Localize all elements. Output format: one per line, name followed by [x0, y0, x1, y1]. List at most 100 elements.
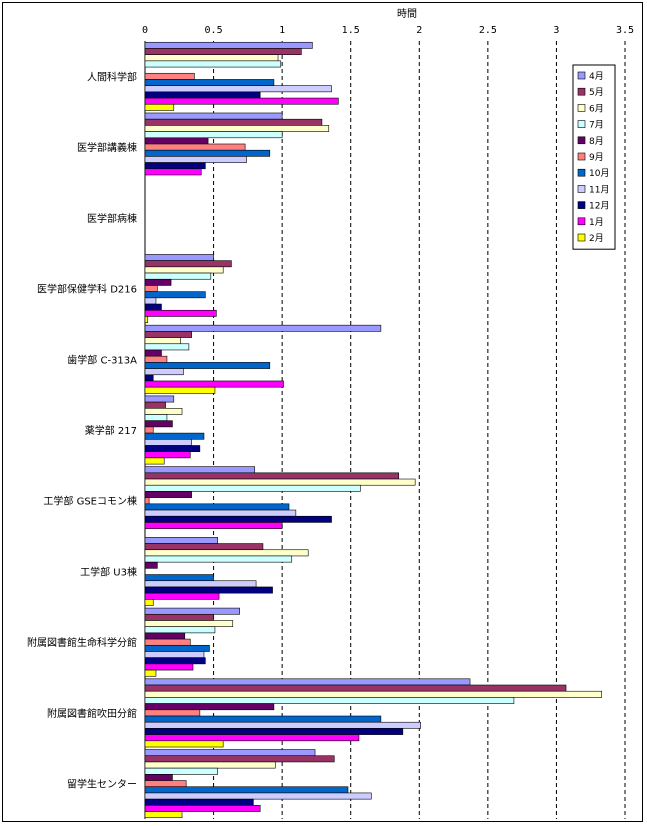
bar-2月 [144, 316, 149, 323]
bar-10月 [144, 786, 349, 794]
bar-2月 [144, 740, 224, 748]
bar-11月 [144, 368, 184, 376]
bar-4月 [144, 395, 175, 403]
legend-label: 9月 [589, 152, 604, 163]
bar-10月 [144, 79, 275, 86]
bar-7月 [144, 272, 212, 280]
category-label: 人間科学部 [87, 70, 137, 83]
bar-11月 [144, 85, 332, 93]
bar-1月 [144, 734, 360, 742]
legend: 4月 5月 6月 7月 8月 9月 10月 11月 12月 1月 2月 [572, 64, 616, 250]
legend-label: 1月 [589, 217, 604, 228]
bar-7月 [144, 60, 282, 68]
x-tick-label: 2 [416, 25, 422, 36]
bar-5月 [144, 48, 302, 55]
bar-8月 [144, 632, 186, 640]
category-label: 工学部 U3棟 [80, 565, 137, 578]
bar-8月 [144, 278, 172, 286]
bar-8月 [144, 561, 158, 569]
bar-10月 [144, 574, 214, 582]
bar-8月 [144, 774, 173, 781]
bar-11月 [144, 438, 192, 446]
bar-11月 [144, 792, 372, 800]
bar-12月 [144, 303, 162, 311]
bar-1月 [144, 805, 261, 812]
bar-11月 [144, 297, 157, 305]
x-tick-label: 1.5 [342, 25, 360, 36]
x-axis-title: 時間 [397, 8, 417, 20]
x-tick-label: 3.5 [616, 25, 634, 36]
bar-12月 [144, 91, 261, 99]
bar-9月 [144, 355, 168, 363]
legend-swatch [577, 233, 586, 242]
plot-area [144, 41, 626, 819]
category-label: 医学部保健学科 D216 [37, 283, 137, 296]
bar-9月 [144, 709, 201, 717]
bar-4月 [144, 41, 313, 49]
bar-4月 [144, 466, 256, 474]
bar-chart: 時間 0 0.5 1 1.5 2 2.5 3 3.5 人間科学部医学部講義棟医学部病棟医学部保… [27, 8, 634, 819]
bar-5月 [144, 260, 232, 268]
bar-7月 [144, 484, 361, 492]
bar-11月 [144, 651, 205, 658]
bar-1月 [144, 168, 202, 176]
legend-swatch [577, 217, 586, 226]
bar-6月 [144, 620, 234, 627]
x-axis-ticks: 0 0.5 1 1.5 2 2.5 3 3.5 [142, 25, 634, 36]
legend-label: 2月 [589, 233, 604, 244]
legend-swatch [577, 120, 586, 128]
bar-2月 [144, 811, 183, 819]
bar-1月 [144, 592, 220, 600]
x-tick-label: 0.5 [205, 25, 223, 36]
bar-12月 [144, 798, 254, 806]
bar-10月 [144, 432, 205, 440]
bar-11月 [144, 580, 257, 588]
category-label: 薬学部 217 [85, 424, 137, 437]
legend-label: 4月 [589, 71, 604, 82]
legend-swatch [577, 87, 586, 96]
bar-9月 [144, 426, 154, 434]
legend-swatch [577, 201, 586, 209]
bar-12月 [144, 586, 273, 594]
bar-8月 [144, 491, 192, 498]
bar-5月 [144, 755, 335, 763]
bar-10月 [144, 503, 290, 511]
bar-1月 [144, 380, 284, 388]
bar-9月 [144, 780, 187, 788]
bar-5月 [144, 118, 323, 126]
bar-11月 [144, 509, 297, 517]
bar-10月 [144, 362, 271, 369]
bar-2月 [144, 457, 165, 465]
bar-10月 [144, 644, 210, 652]
bar-8月 [144, 349, 162, 357]
bar-5月 [144, 331, 192, 338]
bar-6月 [144, 761, 276, 769]
bar-12月 [144, 445, 201, 452]
bar-7月 [144, 414, 168, 421]
bar-4月 [144, 254, 214, 261]
category-label: 歯学部 C-313A [67, 353, 137, 366]
bar-4月 [144, 537, 218, 544]
legend-label: 6月 [589, 103, 604, 114]
bar-2月 [144, 386, 216, 394]
bar-1月 [144, 97, 339, 105]
bar-11月 [144, 156, 247, 163]
bar-10月 [144, 149, 271, 157]
x-tick-label: 0 [142, 25, 148, 36]
bar-12月 [144, 515, 332, 523]
bar-9月 [144, 497, 150, 505]
bar-1月 [144, 663, 194, 671]
category-label: 附属図書館生命科学分館 [27, 636, 137, 649]
bar-5月 [144, 543, 264, 551]
legend-swatch [577, 168, 586, 177]
bar-5月 [144, 613, 214, 621]
bar-7月 [144, 626, 216, 634]
x-tick-label: 3 [553, 25, 559, 36]
bar-2月 [144, 669, 157, 677]
bar-4月 [144, 112, 283, 120]
legend-label: 5月 [589, 87, 604, 98]
bar-5月 [144, 684, 567, 692]
bar-4月 [144, 678, 471, 686]
